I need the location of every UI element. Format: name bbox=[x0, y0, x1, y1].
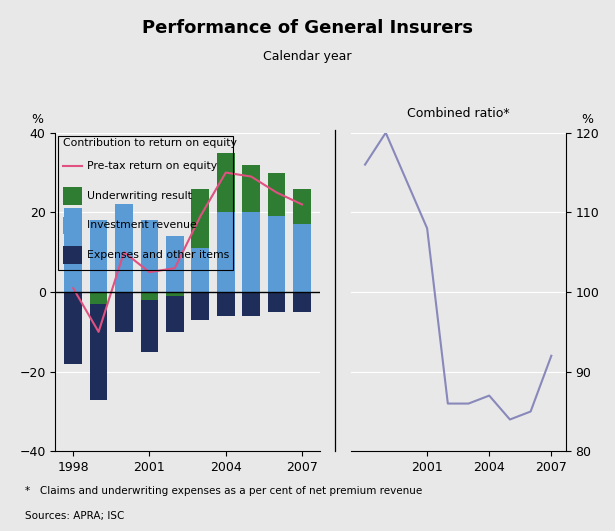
Bar bbox=[293, 189, 311, 225]
Bar bbox=[115, 292, 133, 332]
Text: Expenses and other items: Expenses and other items bbox=[87, 250, 229, 260]
Bar bbox=[90, 220, 108, 292]
Bar bbox=[293, 225, 311, 292]
Bar bbox=[293, 292, 311, 312]
Text: Contribution to return on equity: Contribution to return on equity bbox=[63, 138, 237, 148]
Text: Calendar year: Calendar year bbox=[263, 50, 352, 63]
Bar bbox=[242, 292, 260, 316]
Bar bbox=[64, 209, 82, 292]
Bar bbox=[166, 296, 184, 332]
Bar bbox=[64, 292, 82, 364]
Text: %: % bbox=[581, 114, 593, 126]
Bar bbox=[63, 217, 82, 234]
Bar bbox=[141, 292, 158, 300]
Bar bbox=[90, 292, 108, 304]
Text: Sources: APRA; ISC: Sources: APRA; ISC bbox=[25, 511, 124, 521]
Text: *   Claims and underwriting expenses as a per cent of net premium revenue: * Claims and underwriting expenses as a … bbox=[25, 486, 422, 496]
Text: Combined ratio*: Combined ratio* bbox=[407, 107, 509, 120]
Bar bbox=[191, 249, 209, 292]
Bar bbox=[268, 217, 285, 292]
Bar bbox=[141, 300, 158, 352]
Bar bbox=[191, 189, 209, 249]
Bar bbox=[191, 292, 209, 320]
Text: Investment revenue: Investment revenue bbox=[87, 220, 197, 230]
Bar bbox=[268, 173, 285, 217]
Bar bbox=[217, 212, 234, 292]
Bar bbox=[115, 204, 133, 292]
Bar bbox=[166, 236, 184, 292]
Bar bbox=[217, 292, 234, 316]
Bar bbox=[63, 187, 82, 205]
Bar bbox=[217, 153, 234, 212]
Text: %: % bbox=[31, 114, 43, 126]
Bar bbox=[242, 212, 260, 292]
Bar bbox=[166, 292, 184, 296]
Bar bbox=[63, 246, 82, 264]
Bar bbox=[90, 304, 108, 400]
Text: Underwriting result: Underwriting result bbox=[87, 191, 192, 201]
Text: Pre-tax return on equity: Pre-tax return on equity bbox=[87, 161, 217, 171]
Text: Performance of General Insurers: Performance of General Insurers bbox=[142, 19, 473, 37]
Bar bbox=[141, 220, 158, 292]
Bar bbox=[268, 292, 285, 312]
Bar bbox=[242, 165, 260, 212]
